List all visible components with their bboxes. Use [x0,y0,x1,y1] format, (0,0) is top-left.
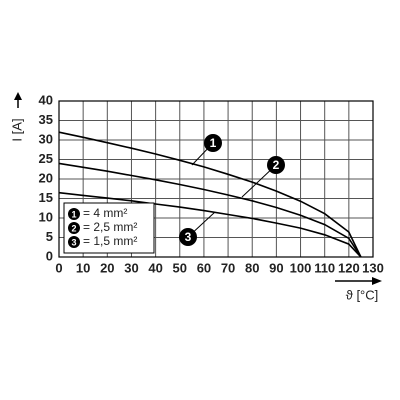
legend-marker-label: 1 [71,209,76,219]
x-tick-label: 0 [55,260,62,275]
x-tick-label: 100 [290,260,312,275]
callout-marker [179,228,197,246]
legend-marker [68,208,80,220]
x-tick-label: 10 [76,260,90,275]
callout-label: 3 [185,230,192,244]
x-tick-label: 110 [314,260,335,275]
x-tick-label: 90 [269,260,283,275]
y-tick-label: 20 [39,170,53,185]
series-line [58,162,362,258]
callout-marker [267,156,285,174]
legend-marker [68,222,80,234]
y-tick-label: 35 [39,112,53,127]
series-line [58,131,362,258]
x-tick-label: 30 [124,260,138,275]
x-axis-label: ϑ [°C] [346,287,379,302]
y-tick-label: 10 [39,209,53,224]
y-arrow-head [14,92,22,100]
x-tick-label: 120 [338,260,360,275]
y-tick-label: 5 [46,229,53,244]
callout-label: 1 [210,136,217,150]
y-axis-label: I [A] [9,118,24,141]
x-tick-label: 20 [100,260,114,275]
x-tick-label: 60 [197,260,211,275]
callout-marker [204,134,222,152]
legend-label: = 4 mm² [83,206,127,220]
x-tick-label: 40 [148,260,162,275]
y-tick-label: 15 [39,190,53,205]
x-tick-label: 70 [221,260,235,275]
x-tick-label: 80 [245,260,259,275]
x-arrow-head [372,277,382,285]
y-tick-label: 40 [39,92,53,107]
legend-marker-label: 2 [71,223,76,233]
x-tick-label: 50 [173,260,187,275]
legend-label: = 2,5 mm² [83,220,137,234]
series-line [58,191,362,258]
legend-marker-label: 3 [71,237,76,247]
plot-border [58,100,374,258]
callout-label: 2 [273,158,280,172]
y-tick-label: 0 [46,248,53,263]
y-tick-label: 25 [39,151,53,166]
x-tick-label: 130 [362,260,384,275]
legend-label: = 1,5 mm² [83,234,137,248]
y-tick-label: 30 [39,131,53,146]
legend-marker [68,236,80,248]
